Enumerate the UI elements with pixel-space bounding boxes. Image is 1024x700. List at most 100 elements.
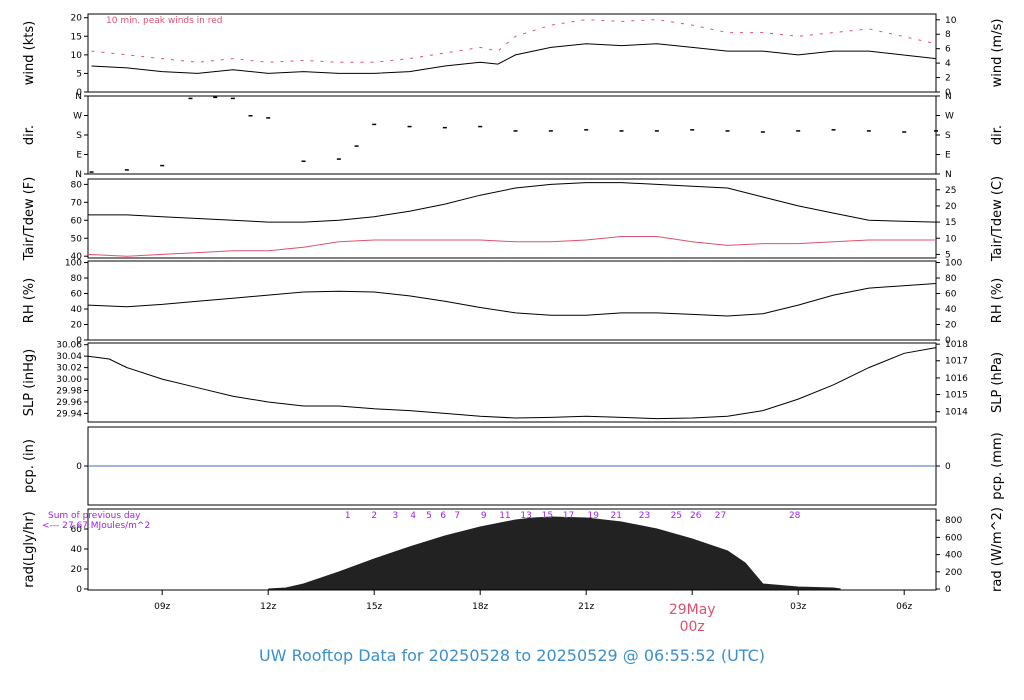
dir-point: [89, 171, 94, 173]
rad-ytick-left-label: 0: [76, 585, 82, 595]
rh-ytick-left-label: 20: [71, 321, 83, 331]
dir-ytick-left-label: N: [75, 170, 82, 180]
rad-marker-label: 26: [690, 511, 702, 521]
rad-ytick-left-label: 60: [71, 525, 83, 535]
dir-point: [266, 117, 271, 119]
dir-point: [124, 169, 129, 171]
x-tick-label: 12z: [260, 602, 276, 612]
pcp-ytick-right-label: 0: [945, 462, 951, 472]
dir-point: [442, 126, 447, 129]
slp-ytick-right-label: 1014: [945, 408, 968, 418]
rad-marker-label: 5: [426, 511, 432, 521]
rh-ylabel-left: RH (%): [22, 278, 37, 323]
rad-ytick-right-label: 600: [945, 533, 962, 543]
wind-ytick-right-label: 0: [945, 88, 951, 98]
dir-ytick-left-label: N: [75, 92, 82, 102]
wind-ytick-left-label: 10: [71, 51, 83, 61]
dir-point: [188, 97, 193, 100]
slp-ytick-right-label: 1016: [945, 374, 968, 384]
rad-marker-label: 1: [345, 511, 351, 521]
dir-point: [584, 129, 589, 131]
dir-point: [513, 130, 518, 132]
wind-ytick-left-label: 0: [76, 88, 82, 98]
dir-point: [160, 164, 165, 167]
slp-ylabel-right: SLP (hPa): [990, 352, 1005, 413]
pcp-ylabel-left: pcp. (in): [22, 439, 37, 493]
wind-series-peak: [91, 19, 937, 63]
rh-ytick-right-label: 40: [945, 305, 957, 315]
rh-ytick-left-label: 0: [76, 336, 82, 346]
slp-ytick-left-label: 30.00: [56, 375, 82, 385]
dir-point: [831, 129, 836, 131]
x-tick-label: 18z: [472, 602, 488, 612]
dir-ylabel-left: dir.: [22, 125, 37, 145]
pcp-ylabel-right: pcp. (mm): [990, 432, 1005, 499]
dir-ylabel-right: dir.: [990, 125, 1005, 145]
dir-point: [301, 160, 306, 162]
rad-marker-label: 4: [410, 511, 416, 521]
rad-marker-label: 25: [671, 511, 682, 521]
rad-marker-label: 13: [520, 511, 531, 521]
wind-ytick-right-label: 2: [945, 74, 951, 84]
dir-ytick-left-label: S: [76, 131, 82, 141]
rad-marker-label: 11: [499, 511, 510, 521]
wind-ytick-left-label: 15: [71, 32, 82, 42]
slp-ytick-right-label: 1015: [945, 391, 968, 401]
temp-series-tair: [88, 182, 937, 223]
dir-point: [213, 96, 218, 99]
rh-series-rh: [87, 283, 937, 317]
dir-point: [372, 123, 377, 126]
dir-point: [902, 131, 907, 133]
pcp-ytick-left-label: 0: [76, 462, 82, 472]
x-tick-label: 06z: [896, 602, 912, 612]
temp-ytick-right-label: 20: [945, 202, 957, 212]
dir-ytick-right-label: N: [945, 92, 952, 102]
dir-point: [478, 125, 483, 128]
rh-ylabel-right: RH (%): [990, 278, 1005, 323]
rad-ylabel-left: rad(Lgly/hr): [22, 511, 37, 587]
rad-marker-label: 3: [393, 511, 399, 521]
wind-panel-frame: [87, 13, 937, 93]
rh-panel-frame: [87, 260, 937, 341]
dir-point: [336, 158, 341, 160]
temp-ytick-left-label: 50: [71, 234, 83, 244]
slp-ytick-left-label: 30.04: [56, 352, 82, 362]
dir-ytick-right-label: N: [945, 170, 952, 180]
temp-ytick-right-label: 15: [945, 218, 956, 228]
rad-annotation-line1: Sum of previous day: [48, 511, 141, 521]
wind-ytick-right-label: 4: [945, 59, 951, 69]
temp-ytick-left-label: 80: [71, 180, 83, 190]
rad-marker-label: 15: [542, 511, 553, 521]
rh-ytick-right-label: 80: [945, 274, 957, 284]
temp-series-tdew: [87, 236, 936, 257]
dir-point: [760, 131, 765, 133]
dir-ytick-right-label: S: [945, 131, 951, 141]
temp-panel-frame: [87, 178, 937, 259]
wind-ytick-left-label: 5: [76, 69, 82, 79]
rh-ytick-right-label: 0: [945, 336, 951, 346]
temp-ylabel-left: Tair/Tdew (F): [22, 177, 37, 262]
rad-ylabel-right: rad (W/m^2): [990, 507, 1005, 592]
dir-ytick-left-label: W: [73, 112, 82, 122]
rad-marker-label: 23: [639, 511, 650, 521]
wind-ytick-right-label: 10: [945, 16, 957, 26]
temp-ytick-right-label: 5: [945, 250, 951, 260]
footer-title: UW Rooftop Data for 20250528 to 20250529…: [258, 646, 766, 665]
wind-ylabel-right: wind (m/s): [990, 19, 1005, 88]
slp-ytick-left-label: 29.94: [56, 409, 82, 419]
slp-ytick-left-label: 30.02: [56, 364, 82, 374]
x-tick-label: 21z: [578, 602, 594, 612]
dir-point: [725, 130, 730, 132]
dir-point: [654, 130, 659, 132]
slp-series-slp: [87, 347, 937, 420]
rad-ytick-right-label: 800: [945, 516, 962, 526]
temp-ytick-left-label: 40: [71, 252, 83, 262]
temp-ylabel-right: Tair/Tdew (C): [990, 176, 1005, 262]
rad-marker-label: 7: [454, 511, 460, 521]
rh-ytick-left-label: 40: [71, 305, 83, 315]
dir-ytick-left-label: E: [76, 151, 82, 161]
wind-series-wind: [91, 43, 937, 74]
rad-marker-label: 17: [563, 511, 574, 521]
rad-series-area: [268, 516, 841, 590]
